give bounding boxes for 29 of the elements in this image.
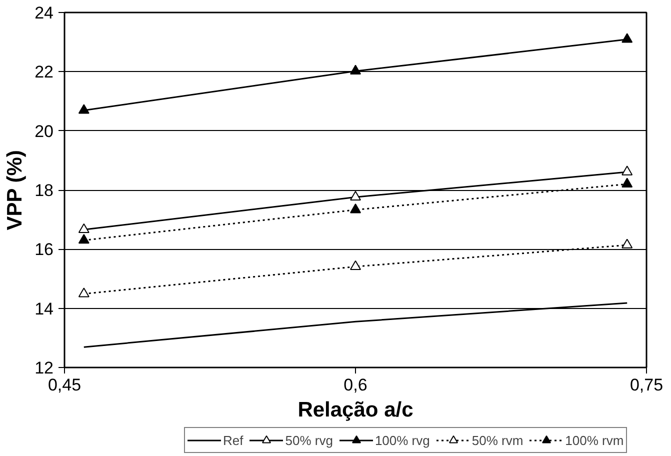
point	[350, 204, 361, 214]
point	[622, 33, 633, 43]
legend-label: 50% rvg	[285, 432, 333, 448]
y-tick-label: 14	[34, 299, 54, 318]
y-tick-label: 24	[34, 4, 54, 22]
legend-label: 100% rvg	[374, 432, 430, 448]
y-axis-title: VPP (%)	[4, 150, 27, 230]
point	[350, 64, 361, 74]
legend-label: 100% rvm	[565, 432, 624, 448]
legend-label: 50% rvm	[472, 432, 524, 448]
legend-label: Ref	[223, 432, 244, 448]
y-tick-label: 12	[34, 358, 54, 378]
x-tick-label: 0,6	[344, 376, 368, 394]
point	[622, 166, 633, 176]
point	[78, 288, 90, 298]
point	[622, 178, 633, 188]
x-tick-label: 0,45	[48, 376, 82, 394]
point	[350, 260, 361, 270]
point	[78, 223, 90, 234]
point	[350, 190, 361, 200]
x-tick-label: 0,75	[630, 376, 664, 394]
y-tick-label: 22	[34, 62, 54, 82]
point	[78, 104, 90, 114]
point	[622, 238, 633, 248]
y-tick-label: 18	[34, 181, 54, 200]
y-tick-label: 20	[34, 122, 54, 141]
x-axis-title: Relação a/c	[298, 398, 414, 422]
y-tick-label: 16	[34, 240, 54, 260]
point	[78, 234, 90, 244]
